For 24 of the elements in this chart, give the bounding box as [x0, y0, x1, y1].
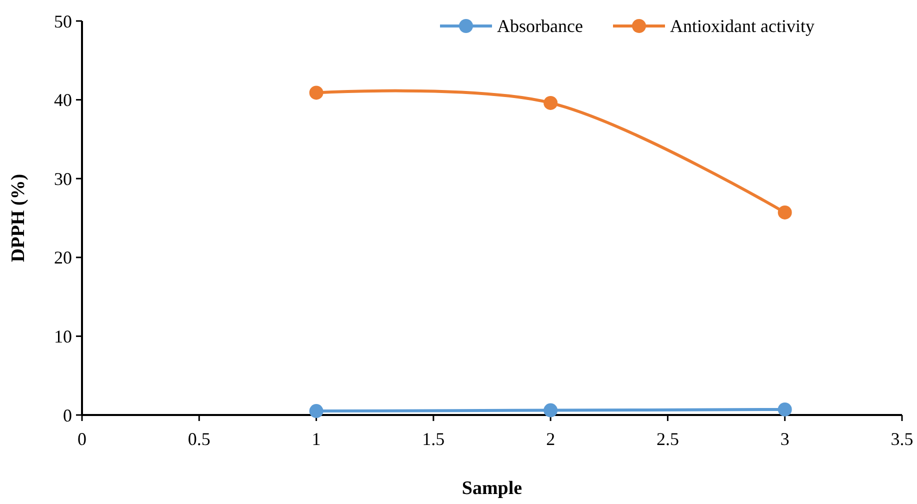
x-tick-label: 2 — [546, 429, 556, 449]
x-tick-label: 3.5 — [890, 429, 914, 449]
point — [778, 402, 792, 416]
point — [544, 403, 558, 418]
point — [309, 86, 324, 100]
legend-label: Antioxidant activity — [670, 16, 814, 36]
x-tick-label: 3 — [780, 429, 790, 449]
point — [309, 404, 324, 418]
point — [778, 205, 792, 220]
x-tick-label: 0 — [78, 429, 86, 449]
y-tick-label: 10 — [54, 326, 72, 346]
y-tick-label: 0 — [63, 405, 72, 426]
x-axis-title: Sample — [462, 478, 522, 499]
y-axis-title: DPPH (%) — [8, 174, 29, 262]
y-tick-label: 40 — [54, 90, 72, 110]
x-tick-label: 0.5 — [188, 429, 210, 449]
legend-label: Absorbance — [497, 16, 583, 36]
y-tick-label: 30 — [54, 168, 72, 189]
y-tick-label: 50 — [54, 11, 72, 32]
x-tick-label: 1.5 — [422, 429, 445, 449]
point — [544, 96, 558, 110]
x-tick-label: 1 — [312, 429, 321, 449]
y-tick-label: 20 — [54, 248, 72, 268]
x-tick-label: 2.5 — [656, 429, 679, 449]
